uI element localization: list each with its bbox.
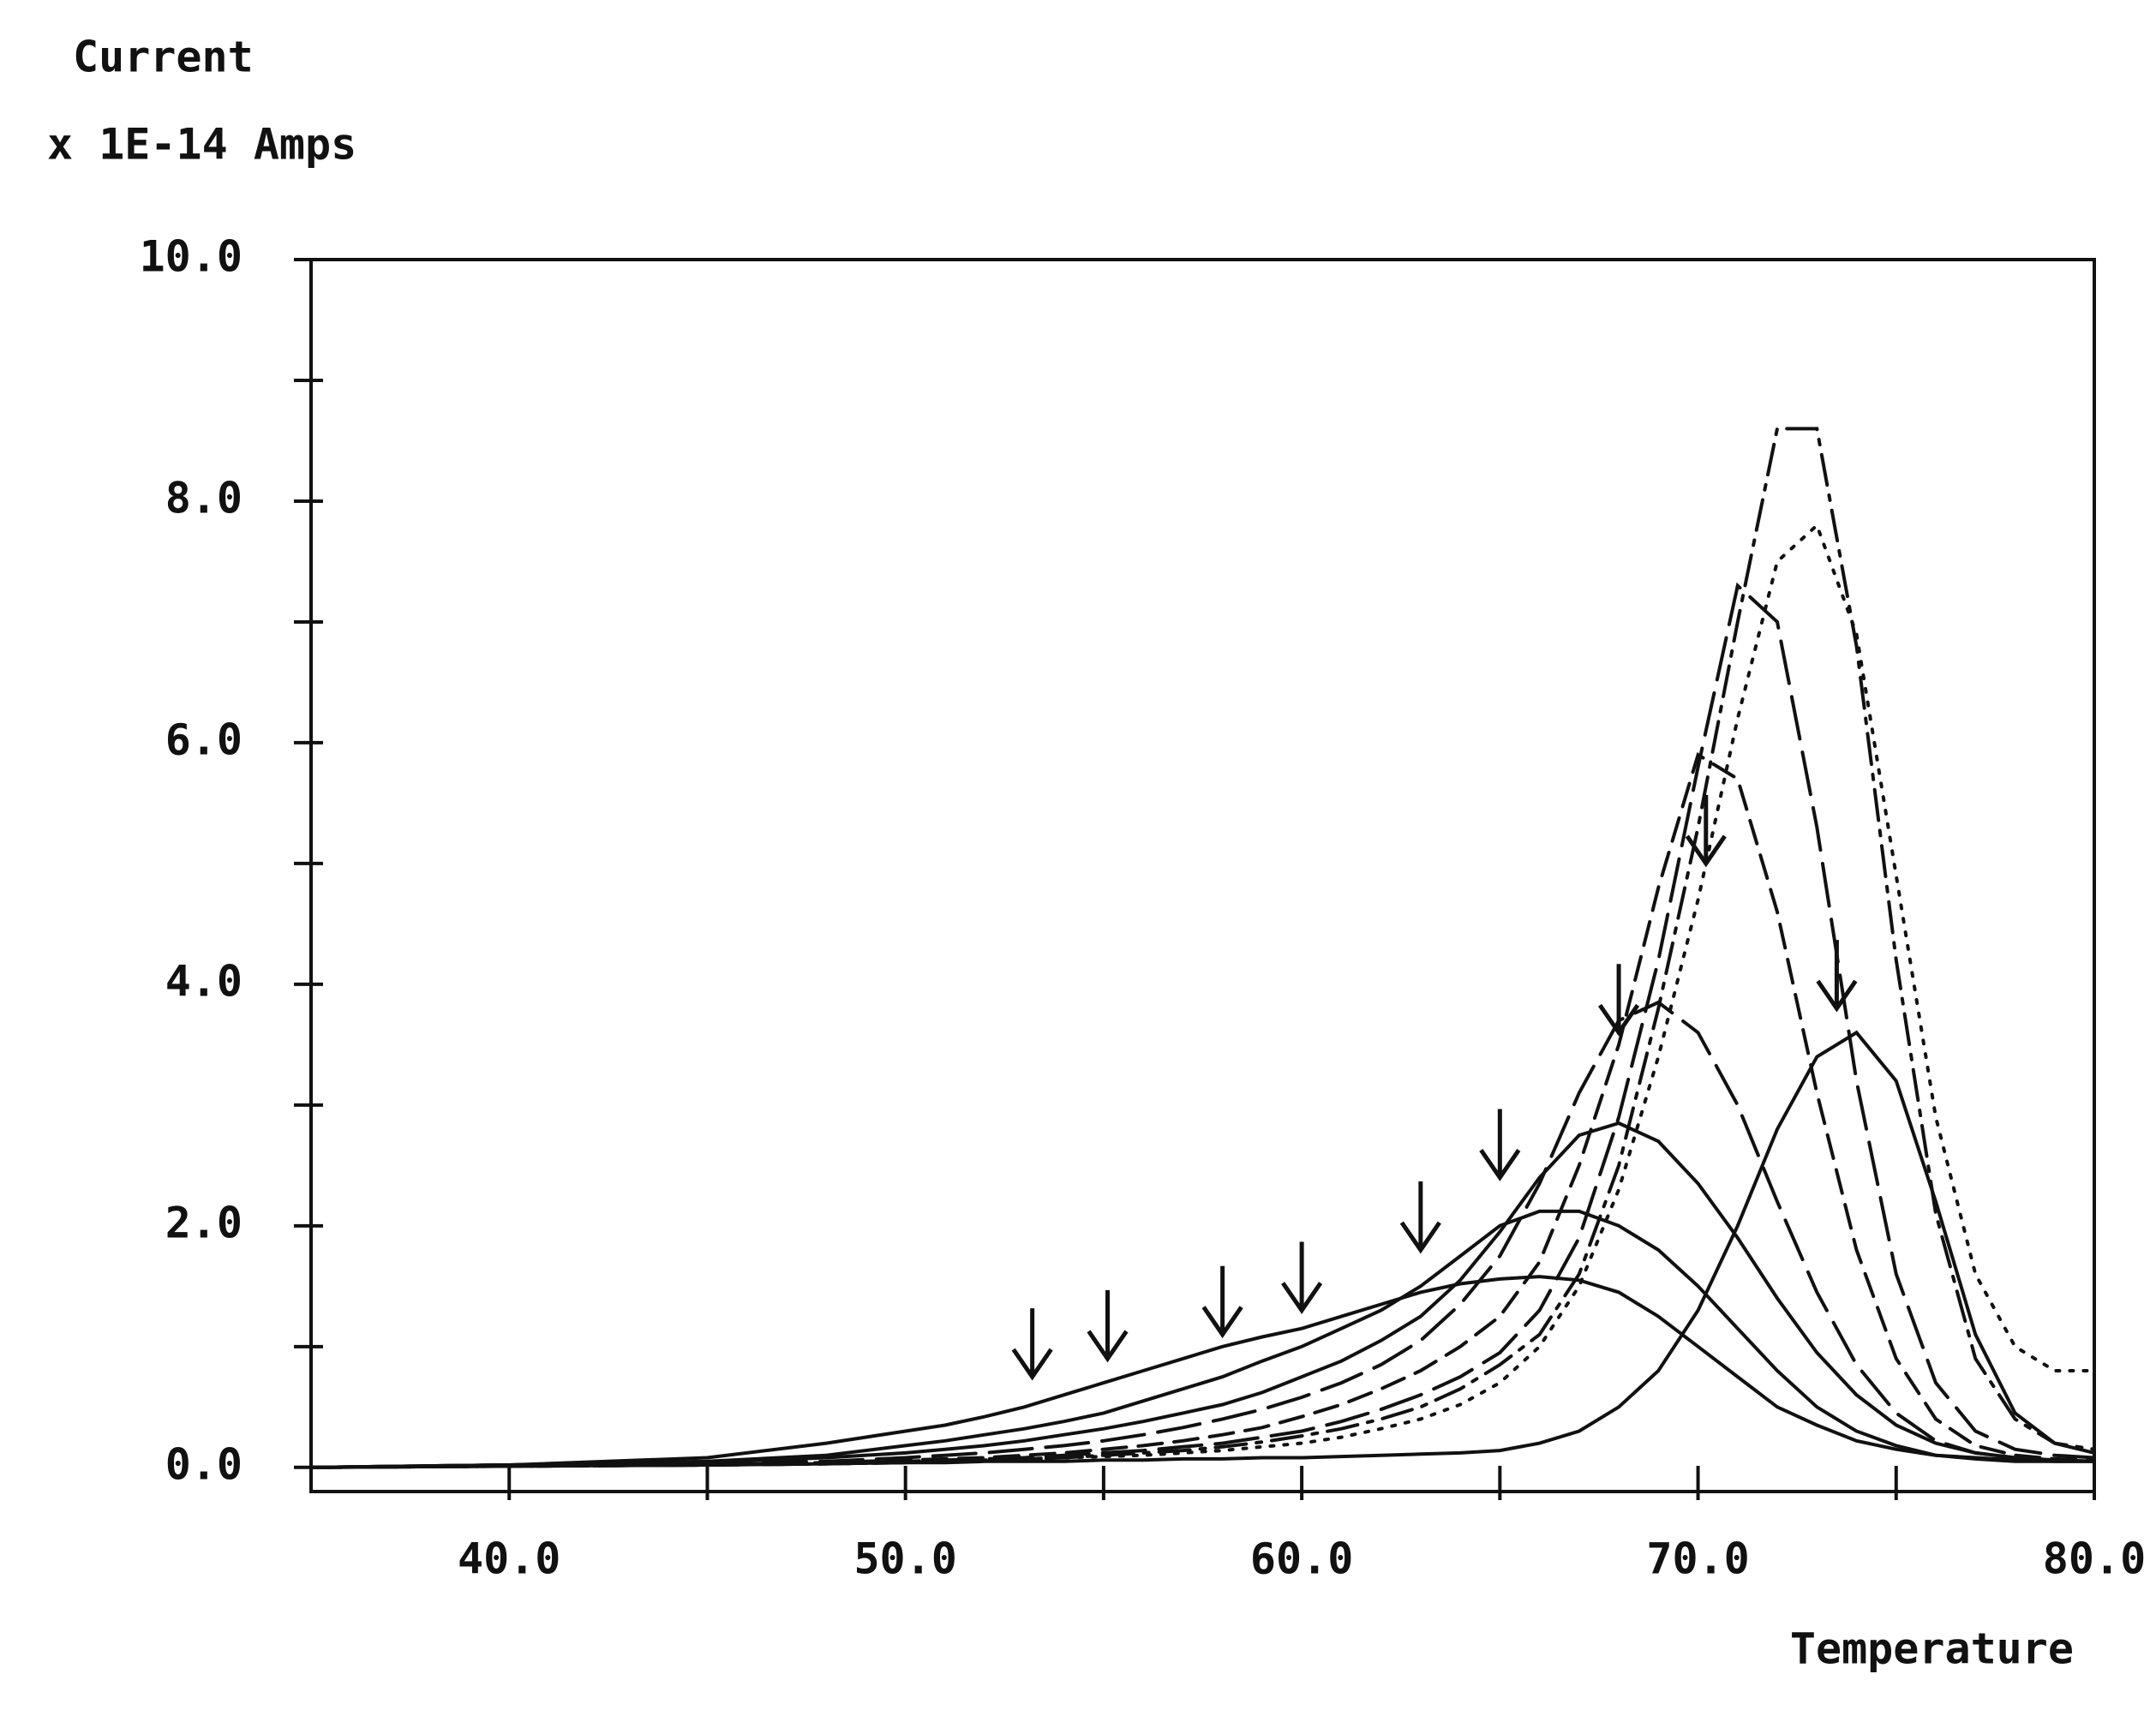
curve bbox=[309, 582, 2096, 1469]
curve bbox=[309, 1121, 2096, 1469]
arrow-head bbox=[1598, 1003, 1640, 1037]
arrow-head bbox=[1011, 1348, 1053, 1381]
y-tick-label: 0.0 bbox=[165, 1439, 243, 1489]
x-tick-label: 80.0 bbox=[2043, 1534, 2146, 1584]
y-tick-label: 8.0 bbox=[165, 473, 243, 523]
x-tick-label: 60.0 bbox=[1250, 1534, 1353, 1584]
curve bbox=[309, 1030, 2096, 1469]
arrow bbox=[1281, 1241, 1323, 1314]
y-tick-label: 6.0 bbox=[165, 715, 243, 764]
arrow bbox=[1479, 1109, 1521, 1181]
arrow-head bbox=[1479, 1149, 1521, 1181]
curve bbox=[309, 751, 2096, 1469]
arrow bbox=[1011, 1308, 1053, 1381]
plot-frame bbox=[309, 258, 2096, 1493]
arrow bbox=[1816, 940, 1858, 1013]
arrow-head bbox=[1685, 834, 1727, 868]
arrow-head bbox=[1399, 1221, 1441, 1254]
y-tick-label: 4.0 bbox=[165, 956, 243, 1006]
arrow-head bbox=[1201, 1306, 1243, 1339]
x-axis-title: Temperature bbox=[1790, 1624, 2074, 1674]
y-axis-title: Current bbox=[73, 33, 254, 82]
arrow-head bbox=[1087, 1330, 1129, 1363]
y-tick-label: 10.0 bbox=[140, 232, 243, 282]
curve bbox=[309, 427, 2096, 1469]
arrow bbox=[1598, 964, 1640, 1037]
y-tick-label: 2.0 bbox=[165, 1198, 243, 1247]
x-tick-label: 70.0 bbox=[1646, 1534, 1749, 1584]
x-tick-label: 50.0 bbox=[853, 1534, 956, 1584]
curve bbox=[309, 1000, 2096, 1469]
curve bbox=[309, 1209, 2096, 1469]
arrow-head bbox=[1816, 979, 1858, 1013]
arrow bbox=[1685, 794, 1727, 868]
arrow-head bbox=[1281, 1282, 1323, 1314]
curve bbox=[309, 1275, 2096, 1469]
x-tick-label: 40.0 bbox=[458, 1534, 560, 1584]
arrow bbox=[1399, 1181, 1441, 1254]
arrow bbox=[1201, 1265, 1243, 1339]
arrow bbox=[1087, 1289, 1129, 1363]
y-axis-unit: x 1E-14 Amps bbox=[47, 120, 356, 170]
